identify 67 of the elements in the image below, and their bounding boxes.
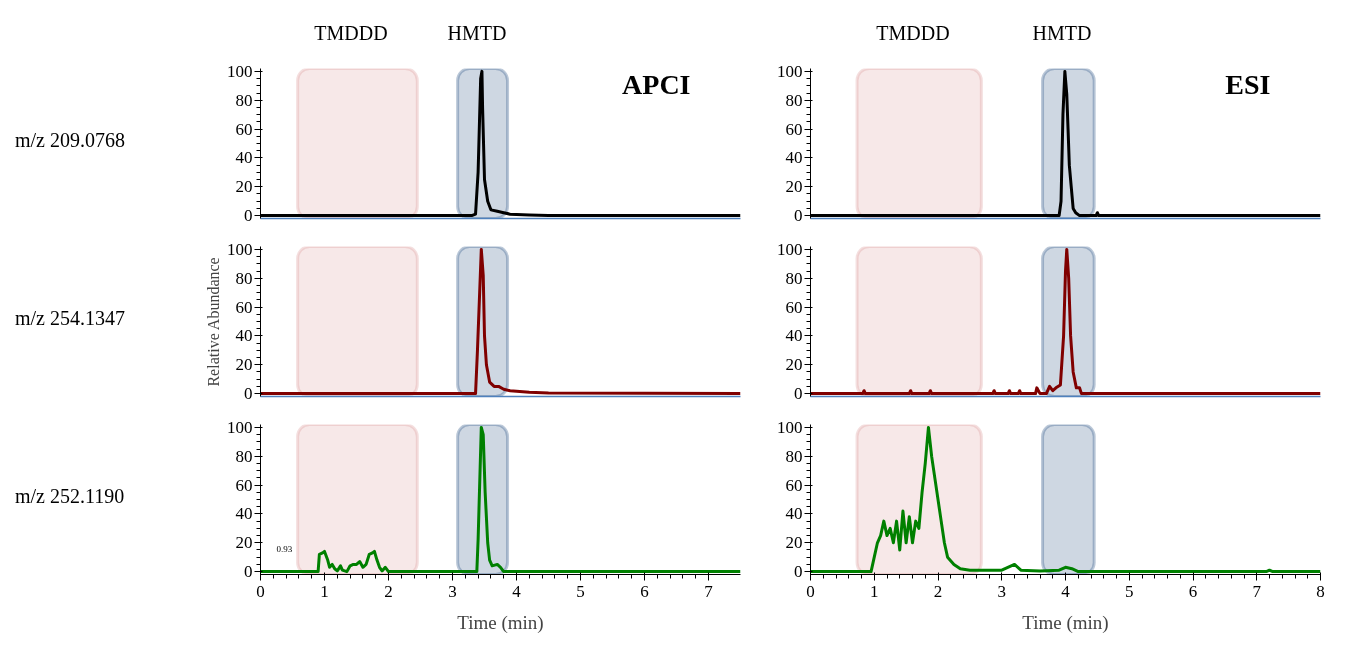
y-tick-label: 60 [785,119,803,139]
y-tick-label: 40 [785,148,803,168]
y-tick-label: 0 [244,384,253,404]
y-tick-label: 20 [785,533,803,553]
x-tick-label: 6 [640,581,649,601]
y-tick-label: 100 [777,239,803,259]
y-tick-label: 100 [227,239,253,259]
x-axis-title: Time (min) [1022,611,1109,634]
y-tick-label: 80 [235,446,253,466]
x-tick-label: 5 [576,581,585,601]
y-tick-label: 20 [785,355,803,375]
line-series [810,247,1321,396]
band-label: TMDDD [314,21,388,46]
x-tick-label: 4 [512,581,522,601]
chart-title: ESI [1225,68,1271,100]
x-tick-label: 7 [1252,581,1262,601]
band-label: TMDDD [876,21,950,46]
band-label: HMTD [447,21,507,46]
x-tick-label: 6 [1188,581,1198,601]
line-series [260,247,741,396]
x-tick-label: 3 [448,581,457,601]
y-tick-label: 20 [785,177,803,197]
y-tick-label: 60 [235,297,253,317]
y-tick-label: 20 [235,177,253,197]
x-tick-label: 8 [1316,581,1325,601]
y-tick-label: 60 [235,119,253,139]
x-tick-label: 1 [320,581,329,601]
text: m/z 209.0768 [15,128,125,153]
y-tick-label: 20 [235,355,253,375]
x-tick-label: 1 [870,581,879,601]
y-tick-label: 80 [235,268,253,288]
x-tick-label: 4 [1061,581,1071,601]
y-tick-label: 40 [235,504,253,524]
line-series [260,425,741,574]
y-tick-label: 100 [227,61,253,81]
x-tick-label: 7 [704,581,714,601]
y-tick-label: 100 [227,417,253,437]
y-tick-label: 40 [235,148,253,168]
y-tick-label: 80 [785,90,803,110]
chart-title: APCI [622,68,691,100]
y-tick-label: 80 [235,90,253,110]
x-tick-label: 2 [933,581,943,601]
y-axis-title: Relative Abundance [205,257,222,387]
y-tick-label: 40 [785,504,803,524]
text: m/z 252.1190 [15,484,125,509]
x-tick-label: 2 [384,581,393,601]
y-tick-label: 60 [235,475,253,495]
y-tick-label: 0 [794,206,803,226]
y-tick-label: 40 [235,326,253,346]
y-tick-label: 0 [794,562,803,582]
y-tick-label: 40 [785,326,803,346]
text: m/z 254.1347 [15,306,125,331]
y-tick-label: 80 [785,446,803,466]
y-tick-label: 80 [785,268,803,288]
band-label: HMTD [1032,21,1092,46]
x-tick-label: 3 [997,581,1006,601]
y-tick-label: 100 [777,61,803,81]
y-tick-label: 0 [244,206,253,226]
y-tick-label: 20 [235,533,253,553]
annotation: 0.93 [276,544,293,554]
x-tick-label: 5 [1125,581,1134,601]
y-tick-label: 60 [785,297,803,317]
y-tick-label: 100 [777,417,803,437]
y-tick-label: 0 [244,562,253,582]
x-axis-title: Time (min) [457,611,544,634]
y-tick-label: 0 [794,384,803,404]
y-tick-label: 60 [785,475,803,495]
